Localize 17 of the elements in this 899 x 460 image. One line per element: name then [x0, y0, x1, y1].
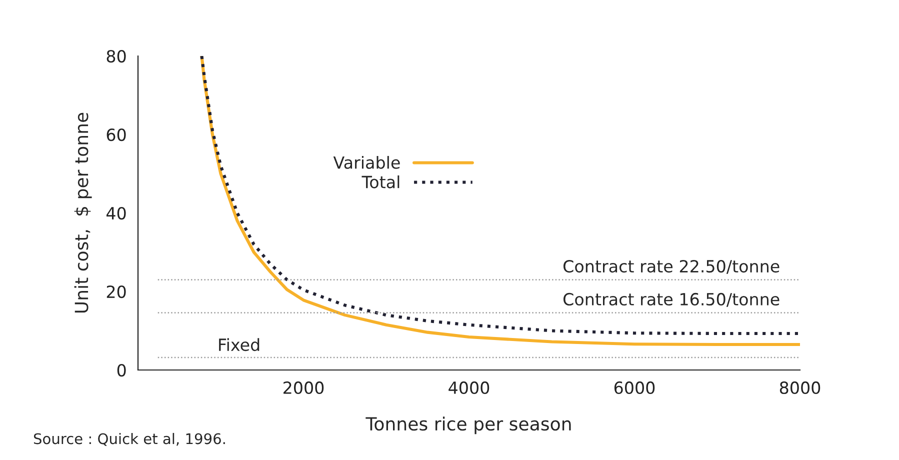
y-tick-label: 0 — [117, 364, 126, 377]
y-tick-label: 40 — [106, 206, 126, 220]
y-tick-label: 20 — [106, 285, 126, 298]
x-tick-label: 4000 — [448, 381, 490, 394]
x-tick-label: 6000 — [614, 381, 655, 394]
legend-label: Variable — [333, 156, 400, 169]
x-tick-label: 8000 — [780, 381, 820, 394]
ref-line-label: Contract rate 22.50/tonne — [563, 260, 780, 274]
x-axis-title: Tonnes rice per season — [366, 416, 571, 434]
y-tick-label: 80 — [106, 50, 126, 63]
y-tick-label: 60 — [106, 128, 126, 142]
ref-line-label: Fixed — [219, 338, 260, 352]
y-axis-title: Unit cost, $ per tonne — [74, 112, 92, 313]
ref-line-label: Contract rate 16.50/tonne — [563, 292, 780, 307]
source-note: Source : Quick et al, 1996. — [34, 432, 225, 446]
legend-label: Total — [362, 175, 400, 188]
x-tick-label: 2000 — [284, 381, 324, 394]
